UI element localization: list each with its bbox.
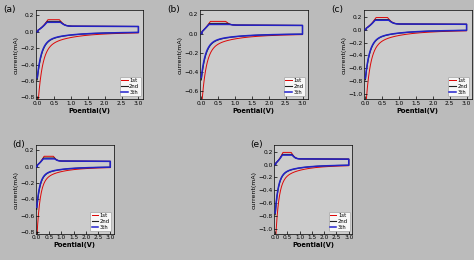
Y-axis label: current(mA): current(mA): [252, 171, 257, 209]
Legend: 1st, 2nd, 3th: 1st, 2nd, 3th: [328, 212, 350, 231]
Y-axis label: current(mA): current(mA): [14, 171, 18, 209]
Legend: 1st, 2nd, 3th: 1st, 2nd, 3th: [90, 212, 111, 231]
X-axis label: Poential(V): Poential(V): [397, 108, 438, 114]
X-axis label: Poential(V): Poential(V): [292, 243, 334, 249]
Y-axis label: current(mA): current(mA): [14, 36, 18, 74]
Legend: 1st, 2nd, 3th: 1st, 2nd, 3th: [119, 77, 141, 96]
Text: (c): (c): [331, 5, 343, 14]
Text: (d): (d): [12, 140, 25, 149]
X-axis label: Poential(V): Poential(V): [54, 243, 96, 249]
Legend: 1st, 2nd, 3th: 1st, 2nd, 3th: [448, 77, 469, 96]
Text: (e): (e): [250, 140, 263, 149]
Y-axis label: current(mA): current(mA): [178, 36, 182, 74]
X-axis label: Poential(V): Poential(V): [233, 108, 274, 114]
X-axis label: Poential(V): Poential(V): [69, 108, 110, 114]
Text: (b): (b): [167, 5, 180, 14]
Legend: 1st, 2nd, 3th: 1st, 2nd, 3th: [284, 77, 305, 96]
Text: (a): (a): [3, 5, 16, 14]
Y-axis label: current(mA): current(mA): [342, 36, 346, 74]
